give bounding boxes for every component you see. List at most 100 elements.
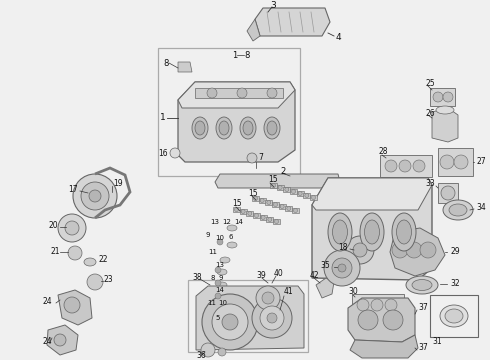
Bar [240,209,246,214]
Ellipse shape [219,121,229,135]
Circle shape [248,211,252,216]
Circle shape [65,221,79,235]
Circle shape [383,310,403,330]
Ellipse shape [445,309,463,323]
Text: 11: 11 [208,249,217,255]
Text: 31: 31 [432,338,441,346]
Circle shape [201,343,215,357]
Ellipse shape [440,305,468,327]
Text: 21: 21 [50,248,59,256]
Circle shape [371,299,383,311]
Text: 30: 30 [348,287,358,296]
Text: 16: 16 [158,148,168,158]
Circle shape [235,207,239,211]
Circle shape [454,155,468,169]
Circle shape [358,310,378,330]
Text: 3: 3 [270,0,276,9]
Bar [195,88,283,98]
Circle shape [312,195,316,199]
Ellipse shape [240,117,256,139]
Ellipse shape [365,220,379,244]
Bar [303,193,310,198]
Circle shape [338,264,346,272]
Text: 41: 41 [284,288,294,297]
Circle shape [260,198,264,202]
Polygon shape [316,278,334,298]
Ellipse shape [220,257,230,263]
Bar [265,200,272,205]
Circle shape [215,293,221,299]
Text: 8: 8 [244,50,249,59]
Text: 13: 13 [215,262,224,268]
Text: 24: 24 [42,338,51,346]
Circle shape [261,216,265,220]
Bar [272,202,279,207]
Bar [283,187,291,192]
Polygon shape [58,290,92,325]
Circle shape [273,202,277,207]
Circle shape [64,297,80,313]
Bar [259,198,266,203]
Circle shape [274,220,278,224]
Text: 17: 17 [68,185,77,194]
Circle shape [215,280,221,286]
Bar [296,191,304,196]
Circle shape [292,189,295,194]
Text: 9: 9 [205,232,210,238]
Bar [352,294,404,316]
Text: 10: 10 [218,300,227,306]
Circle shape [267,313,277,323]
Ellipse shape [436,106,454,114]
Circle shape [385,299,397,311]
Polygon shape [247,19,260,41]
Text: 10: 10 [215,235,224,241]
Circle shape [54,334,66,346]
Ellipse shape [328,213,352,251]
Circle shape [218,348,226,356]
Bar [277,185,284,190]
Circle shape [440,155,454,169]
Circle shape [332,258,352,278]
Ellipse shape [360,213,384,251]
Text: 15: 15 [232,199,242,208]
Bar [279,204,286,209]
Circle shape [87,274,103,290]
Circle shape [212,304,248,340]
Polygon shape [350,335,418,358]
Polygon shape [215,174,340,188]
Text: 9: 9 [218,275,222,281]
Circle shape [222,314,238,330]
Circle shape [357,299,369,311]
Text: 18: 18 [338,243,347,252]
Circle shape [241,210,245,213]
Ellipse shape [84,258,96,266]
Bar [310,195,317,200]
Ellipse shape [449,204,467,216]
Circle shape [58,214,86,242]
Circle shape [73,174,117,218]
Ellipse shape [267,121,277,135]
Circle shape [267,88,277,98]
Text: 42: 42 [310,270,319,279]
Bar [430,295,478,337]
Ellipse shape [195,121,205,135]
Circle shape [346,236,374,264]
Circle shape [170,148,180,158]
Bar [273,219,280,224]
Text: 25: 25 [425,80,435,89]
Circle shape [247,153,257,163]
Polygon shape [47,325,78,355]
Polygon shape [390,228,445,276]
Ellipse shape [412,279,432,291]
Circle shape [420,242,436,258]
Text: 13: 13 [210,219,219,225]
Bar [252,196,259,201]
Text: 35: 35 [320,261,330,270]
Circle shape [324,250,360,286]
Circle shape [298,192,302,195]
Polygon shape [196,286,304,350]
Ellipse shape [396,220,412,244]
Text: 15: 15 [268,175,278,184]
Circle shape [256,286,280,310]
Circle shape [433,92,443,102]
